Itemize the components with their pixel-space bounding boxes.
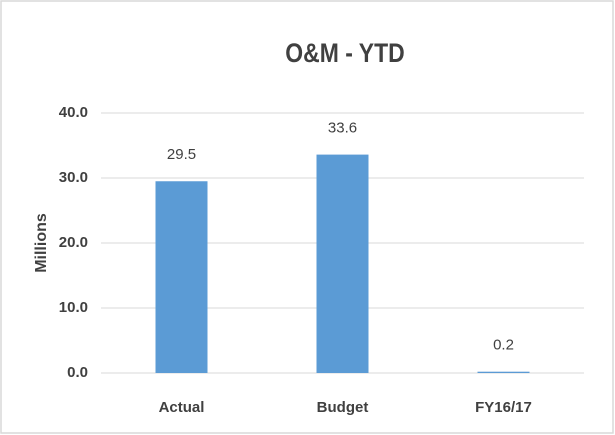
y-tick-label: 40.0: [59, 104, 88, 121]
x-tick-label: FY16/17: [475, 399, 532, 416]
x-tick-label: Budget: [317, 399, 369, 416]
data-label: 33.6: [328, 120, 357, 137]
x-tick-label: Actual: [159, 399, 205, 416]
y-tick-label: 10.0: [59, 299, 88, 316]
y-tick-label: 30.0: [59, 169, 88, 186]
bar: [477, 371, 530, 373]
chart-title: O&M - YTD: [285, 38, 404, 68]
data-label: 0.2: [493, 337, 514, 354]
bar: [316, 154, 369, 373]
y-tick-label: 20.0: [59, 234, 88, 251]
bar: [155, 181, 208, 373]
y-tick-label: 0.0: [67, 364, 88, 381]
y-axis-label: Millions: [33, 213, 50, 273]
data-label: 29.5: [167, 146, 196, 163]
